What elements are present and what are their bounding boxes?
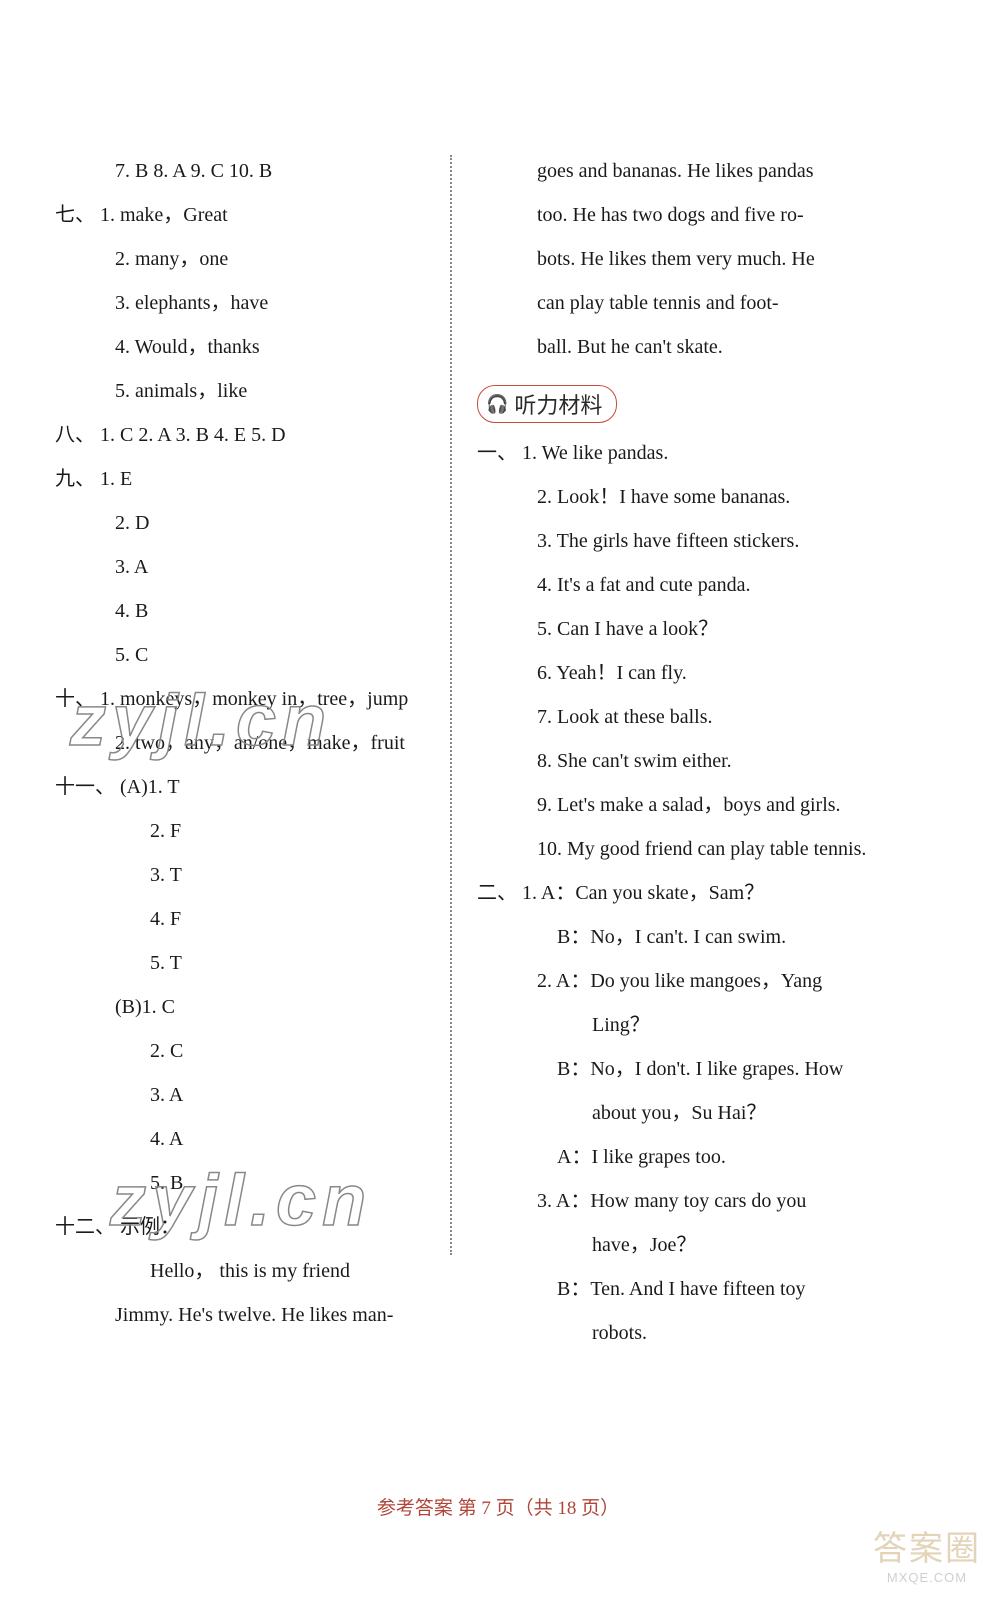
section-1-item-3: 3. The girls have fifteen stickers. (477, 525, 947, 557)
section-9-item-4: 4. B (55, 595, 435, 627)
section-7-item-4: 4. Would，thanks (55, 331, 435, 363)
dialog-3a: 3. A：How many toy cars do you (477, 1185, 947, 1217)
section-10-item-1: 1. monkeys，monkey in，tree，jump (100, 688, 408, 710)
section-9-item-2: 2. D (55, 507, 435, 539)
section-11a-item-3: 3. T (55, 859, 435, 891)
section-10-item-2: 2. two，any，an/one，make，fruit (55, 727, 435, 759)
dialog-1b: B：No，I can't. I can swim. (477, 921, 947, 953)
section-8-label: 八、 (55, 419, 95, 451)
section-12-text-2: Jimmy. He's twelve. He likes man- (55, 1299, 435, 1331)
continuation-3: bots. He likes them very much. He (477, 243, 947, 275)
section-12-text-1: Hello， this is my friend (55, 1255, 435, 1287)
listening-badge: 🎧 听力材料 (477, 375, 947, 437)
corner-badge-url: MXQE.COM (873, 1570, 981, 1585)
section-1-item-4: 4. It's a fat and cute panda. (477, 569, 947, 601)
section-12: 十二、 示例： (55, 1211, 435, 1243)
left-column: 7. B 8. A 9. C 10. B 七、 1. make，Great 2.… (55, 155, 450, 1405)
section-11a-item-4: 4. F (55, 903, 435, 935)
headphone-icon: 🎧 (486, 394, 508, 415)
section-7: 七、 1. make，Great (55, 199, 435, 231)
section-1-item-6: 6. Yeah！I can fly. (477, 657, 947, 689)
section-9-item-3: 3. A (55, 551, 435, 583)
section-11b-item-1: (B)1. C (55, 991, 435, 1023)
continuation-4: can play table tennis and foot- (477, 287, 947, 319)
section-7-item-1: 1. make，Great (100, 204, 228, 226)
answer-row: 7. B 8. A 9. C 10. B (55, 155, 435, 187)
section-1-item-10: 10. My good friend can play table tennis… (477, 833, 947, 865)
section-11a-item-5: 5. T (55, 947, 435, 979)
section-1-item-2: 2. Look！I have some bananas. (477, 481, 947, 513)
section-7-label: 七、 (55, 199, 95, 231)
section-1-item-9: 9. Let's make a salad，boys and girls. (477, 789, 947, 821)
section-1-item-5: 5. Can I have a look？ (477, 613, 947, 645)
section-1: 一、 1. We like pandas. (477, 437, 947, 469)
section-8-answers: 1. C 2. A 3. B 4. E 5. D (100, 424, 286, 446)
section-10-label: 十、 (55, 683, 95, 715)
section-8: 八、 1. C 2. A 3. B 4. E 5. D (55, 419, 435, 451)
dialog-2a: 2. A：Do you like mangoes，Yang (477, 965, 947, 997)
dialog-2c: A：I like grapes too. (477, 1141, 947, 1173)
section-7-item-3: 3. elephants，have (55, 287, 435, 319)
section-11a-item-2: 2. F (55, 815, 435, 847)
dialog-3a-cont: have，Joe？ (477, 1229, 947, 1261)
dialog-2b: B：No，I don't. I like grapes. How (477, 1053, 947, 1085)
section-2-label: 二、 (477, 877, 517, 909)
section-2: 二、 1. A：Can you skate，Sam？ (477, 877, 947, 909)
section-11: 十一、 (A)1. T (55, 771, 435, 803)
dialog-3b-cont: robots. (477, 1317, 947, 1349)
section-1-item-1: 1. We like pandas. (522, 442, 668, 464)
section-9: 九、 1. E (55, 463, 435, 495)
page-footer: 参考答案 第 7 页（共 18 页） (0, 1493, 996, 1520)
section-11b-item-4: 4. A (55, 1123, 435, 1155)
section-12-label: 十二、 (55, 1211, 115, 1243)
section-11b-item-5: 5. B (55, 1167, 435, 1199)
section-11a-item-1: (A)1. T (120, 776, 180, 798)
continuation-5: ball. But he can't skate. (477, 331, 947, 363)
dialog-2b-cont: about you，Su Hai？ (477, 1097, 947, 1129)
continuation-1: goes and bananas. He likes pandas (477, 155, 947, 187)
section-9-label: 九、 (55, 463, 95, 495)
corner-badge-text: 答案圈 (873, 1521, 981, 1570)
continuation-2: too. He has two dogs and five ro- (477, 199, 947, 231)
section-7-item-5: 5. animals，like (55, 375, 435, 407)
corner-badge: 答案圈 MXQE.COM (873, 1521, 981, 1585)
section-11-label: 十一、 (55, 771, 115, 803)
dialog-2a-cont: Ling？ (477, 1009, 947, 1041)
section-11b-item-2: 2. C (55, 1035, 435, 1067)
section-7-item-2: 2. many，one (55, 243, 435, 275)
section-9-item-5: 5. C (55, 639, 435, 671)
listening-label: 听力材料 (514, 388, 602, 420)
section-1-item-8: 8. She can't swim either. (477, 745, 947, 777)
section-1-item-7: 7. Look at these balls. (477, 701, 947, 733)
section-1-label: 一、 (477, 437, 517, 469)
dialog-3b: B：Ten. And I have fifteen toy (477, 1273, 947, 1305)
section-12-example: 示例： (120, 1216, 180, 1238)
right-column: goes and bananas. He likes pandas too. H… (452, 155, 947, 1405)
section-9-item-1: 1. E (100, 468, 132, 490)
section-10: 十、 1. monkeys，monkey in，tree，jump (55, 683, 435, 715)
section-11b-item-3: 3. A (55, 1079, 435, 1111)
dialog-1a: 1. A：Can you skate，Sam？ (522, 882, 764, 904)
